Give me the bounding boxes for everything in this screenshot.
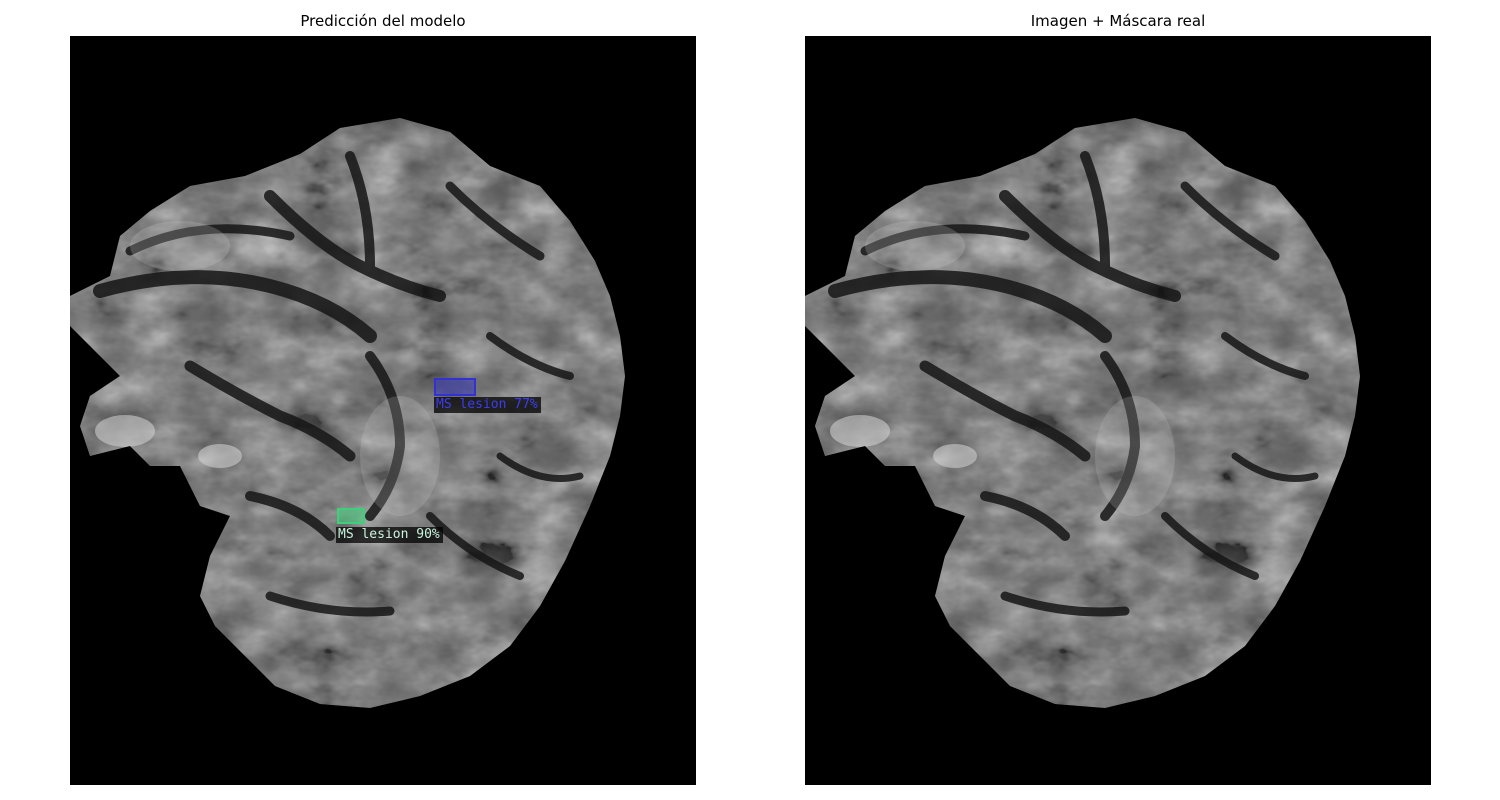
ground-truth-image — [805, 36, 1431, 785]
brain-mri-slice-left — [70, 36, 696, 785]
prediction-image: MS lesion 77% MS lesion 90% — [70, 36, 696, 785]
brain-mri-slice-right — [805, 36, 1431, 785]
detection-box-green — [337, 508, 365, 524]
detection-label-green: MS lesion 90% — [336, 527, 443, 543]
right-panel-title: Imagen + Máscara real — [1030, 12, 1206, 30]
detection-box-blue — [434, 378, 476, 396]
left-panel-title: Predicción del modelo — [300, 12, 466, 30]
detection-label-blue: MS lesion 77% — [434, 397, 541, 413]
